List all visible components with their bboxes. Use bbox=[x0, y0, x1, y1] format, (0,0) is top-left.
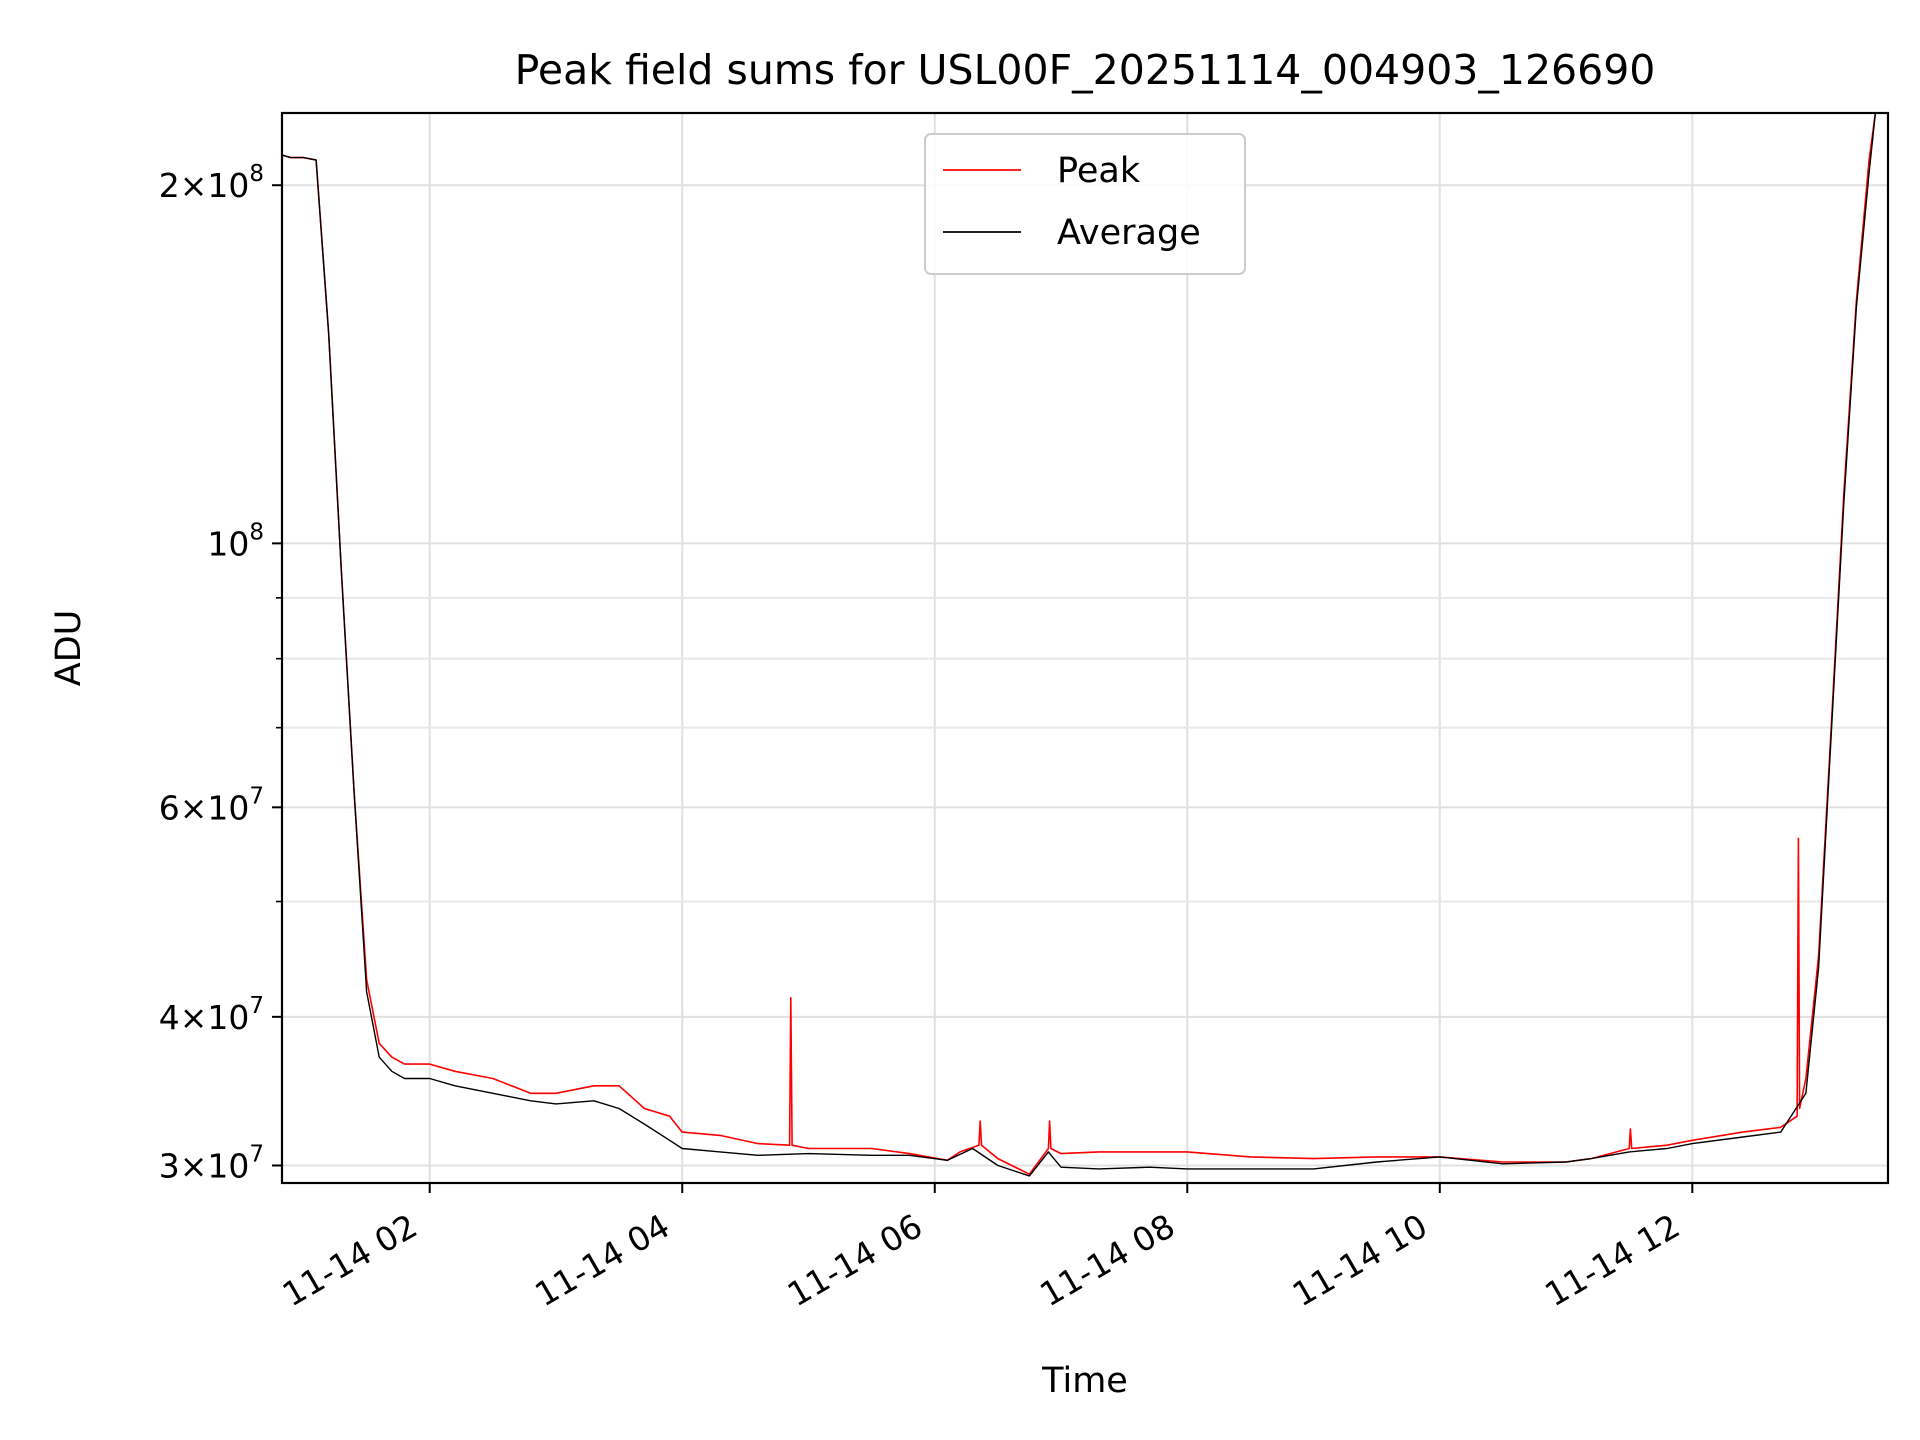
y-tick-label: 6×107 bbox=[159, 783, 264, 827]
y-tick-label: 108 bbox=[207, 519, 264, 563]
y-tick-exponent: 8 bbox=[249, 519, 264, 545]
y-tick-mantissa: 10 bbox=[207, 524, 249, 563]
y-tick-mantissa: 3×10 bbox=[159, 1146, 250, 1185]
series-line-average bbox=[282, 113, 1877, 1177]
legend: Peak Average bbox=[924, 133, 1246, 275]
plot-frame bbox=[280, 111, 1890, 1185]
y-tick-exponent: 7 bbox=[249, 1141, 264, 1167]
y-tick-label: 2×108 bbox=[159, 161, 264, 205]
legend-label-average: Average bbox=[1057, 213, 1201, 253]
y-tick-exponent: 7 bbox=[249, 783, 264, 809]
y-tick-label: 4×107 bbox=[159, 993, 264, 1037]
chart-title: Peak field sums for USL00F_20251114_0049… bbox=[515, 46, 1656, 94]
x-axis-label: Time bbox=[1041, 1361, 1128, 1401]
plot-lines bbox=[282, 113, 1877, 1177]
legend-label-peak: Peak bbox=[1057, 151, 1141, 191]
y-tick-exponent: 8 bbox=[249, 161, 264, 187]
legend-box bbox=[924, 133, 1246, 275]
series-line-peak bbox=[282, 113, 1877, 1175]
y-tick-mantissa: 6×10 bbox=[159, 788, 250, 827]
y-tick-label: 3×107 bbox=[159, 1141, 264, 1185]
y-tick-exponent: 7 bbox=[249, 993, 264, 1019]
y-tick-mantissa: 4×10 bbox=[159, 998, 250, 1037]
y-axis-label: ADU bbox=[49, 610, 89, 687]
y-tick-mantissa: 2×10 bbox=[159, 166, 250, 205]
